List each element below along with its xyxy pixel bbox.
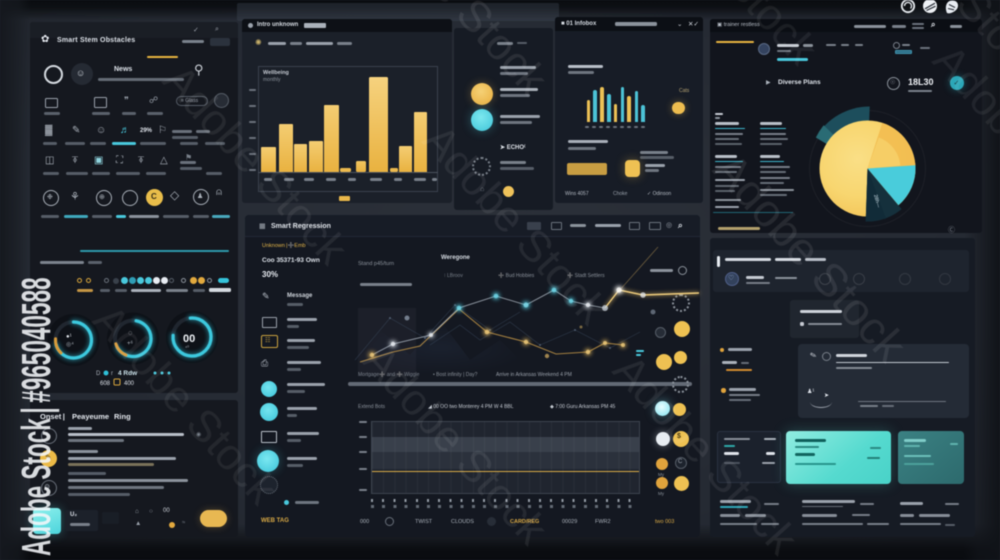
svg-text:r: r [111, 371, 113, 377]
svg-text:400: 400 [124, 381, 135, 387]
svg-text:D: D [96, 371, 101, 377]
svg-text:⁴⁰: ⁴⁰ [185, 345, 189, 351]
svg-text:◌: ◌ [128, 330, 132, 337]
svg-text:4 Rdw: 4 Rdw [118, 370, 138, 377]
svg-text:+⁶: +⁶ [127, 340, 134, 347]
svg-text:00: 00 [183, 333, 195, 345]
svg-text:●¹: ●¹ [66, 334, 72, 340]
svg-text:608: 608 [100, 381, 111, 387]
svg-text:28h—: 28h— [872, 194, 881, 208]
svg-text:◎⁴: ◎⁴ [66, 341, 74, 348]
